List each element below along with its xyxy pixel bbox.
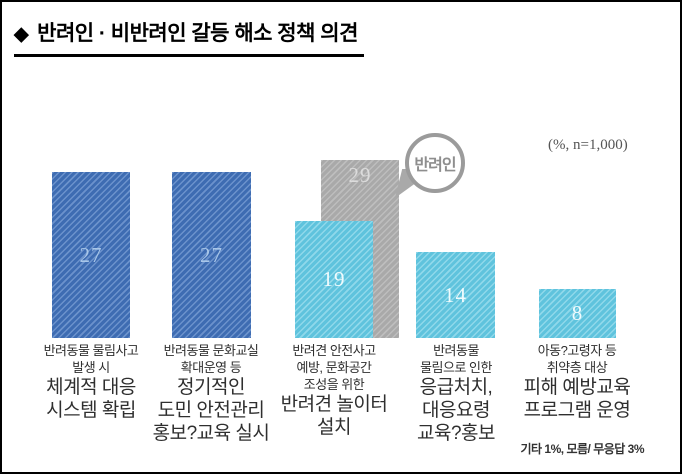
category-large-line: 정기적인 [177,377,245,398]
page-title-text: 반려인 · 비반려인 갈등 해소 정책 의견 [37,22,358,45]
bar-value-label: 19 [322,267,346,291]
bar-value-label: 27 [200,242,223,267]
category-small-line: 반려동물 문화교실 [163,343,259,358]
category-large-line: 체계적 대응 [46,377,136,398]
bar-value-label: 27 [79,242,103,267]
bar-category-4: 14 [416,252,495,338]
category-large-line: 설치 [317,417,351,438]
category-small-line: 확대운영 등 [180,360,242,375]
bar-value-label: 8 [571,301,584,325]
category-large-line: 교육?홍보 [417,423,496,444]
bar-category-5: 8 [539,289,616,338]
page-title: ◆ 반려인 · 비반려인 갈등 해소 정책 의견 [14,17,364,57]
category-small-line: 조성을 위한 [303,377,365,392]
category-large-line: 프로그램 운영 [523,400,631,421]
category-small-line: 예방, 문화공간 [296,360,372,375]
bar-category-1: 27 [52,172,130,338]
category-small-line: 물림으로 인한 [420,360,492,375]
bar-category-2: 27 [172,172,251,338]
bar-value-label: 14 [444,282,467,307]
category-small-line: 발생 시 [72,360,110,375]
category-label-1: 반려동물 물림사고 발생 시 체계적 대응 시스템 확립 [23,342,159,422]
bar-value-label: 29 [348,163,372,187]
category-small-line: 아동?고령자 등 [537,343,617,358]
category-large-line: 시스템 확립 [46,400,136,421]
category-small-line: 취약층 대상 [546,360,608,375]
category-small-line: 반려동물 물림사고 [43,343,139,358]
category-large-line: 도민 안전관리 [157,400,265,421]
category-label-5: 아동?고령자 등 취약층 대상 피해 예방교육 프로그램 운영 [509,342,645,422]
category-label-2: 반려동물 문화교실 확대운영 등 정기적인 도민 안전관리 홍보?교육 실시 [143,342,279,445]
category-label-3: 반려견 안전사고 예방, 문화공간 조성을 위한 반려견 놀이터 설치 [266,342,402,439]
category-small-line: 반려동물 [433,343,479,358]
category-large-line: 반려견 놀이터 [280,394,388,415]
diamond-bullet-icon: ◆ [14,24,29,45]
category-large-line: 피해 예방교육 [523,377,631,398]
category-label-4: 반려동물 물림으로 인한 응급처치, 대응요령 교육?홍보 [388,342,524,445]
category-large-line: 응급처치, [419,377,493,398]
category-large-line: 대응요령 [422,400,490,421]
sample-size-note: (%, n=1,000) [548,137,628,153]
category-small-line: 반려견 안전사고 [292,343,376,358]
callout-badge: 반려인 [405,133,465,193]
callout-label: 반려인 [414,157,456,174]
bar-category-3: 19 [295,221,373,338]
category-large-line: 홍보?교육 실시 [152,423,270,444]
footnote: 기타 1%, 모름/ 무응답 3% [520,442,645,456]
